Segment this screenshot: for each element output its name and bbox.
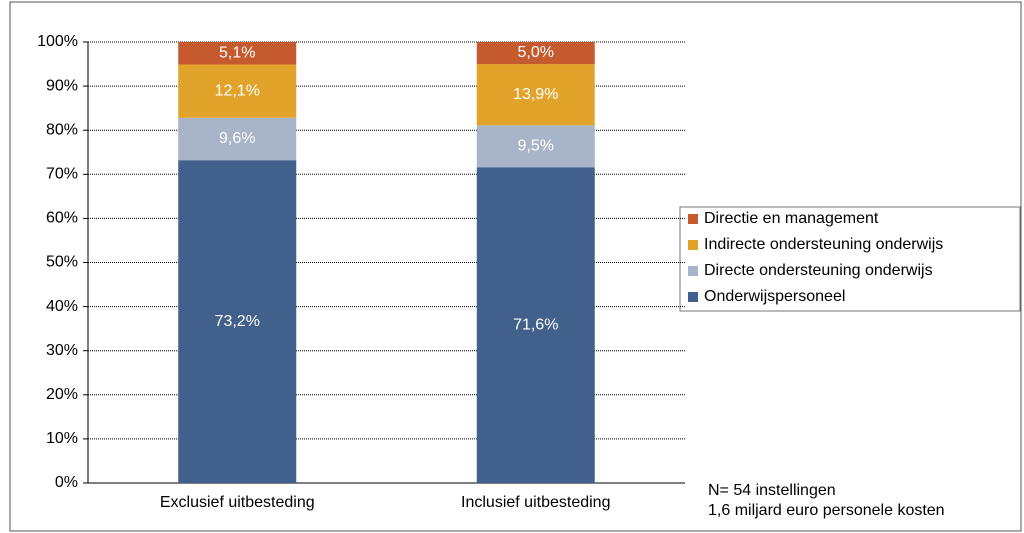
legend-label: Directie en management xyxy=(704,210,879,227)
y-tick-label: 10% xyxy=(46,430,78,447)
bar-segment xyxy=(476,125,595,168)
data-label: 5,0% xyxy=(518,44,554,61)
legend-box xyxy=(679,206,1021,312)
y-tick-label: 80% xyxy=(46,121,78,138)
x-tick-label: Exclusief uitbesteding xyxy=(160,494,315,511)
data-label: 71,6% xyxy=(513,316,558,333)
data-label: 5,1% xyxy=(219,44,255,61)
bar-segment xyxy=(476,167,595,483)
legend-swatch xyxy=(688,292,698,302)
y-tick-label: 40% xyxy=(46,298,78,315)
bar-segment xyxy=(178,117,297,161)
y-tick-label: 60% xyxy=(46,210,78,227)
chart-frame xyxy=(9,1,1022,532)
bar-segment xyxy=(476,64,595,126)
legend-swatch xyxy=(688,214,698,224)
y-tick-label: 20% xyxy=(46,386,78,403)
y-tick-label: 70% xyxy=(46,166,78,183)
legend-label: Indirecte ondersteuning onderwijs xyxy=(704,236,943,253)
legend-label: Onderwijspersoneel xyxy=(704,288,845,305)
legend-label: Directe ondersteuning onderwijs xyxy=(704,262,933,279)
y-tick-label: 0% xyxy=(55,474,78,491)
data-label: 12,1% xyxy=(215,82,260,99)
y-tick-label: 100% xyxy=(37,33,78,50)
legend-swatch xyxy=(688,240,698,250)
data-label: 9,5% xyxy=(518,138,554,155)
legend-swatch xyxy=(688,266,698,276)
y-tick-label: 30% xyxy=(46,342,78,359)
bar-segment xyxy=(476,42,595,65)
bar-segment xyxy=(178,64,297,118)
annotation: N= 54 instellingen xyxy=(708,482,836,499)
data-label: 9,6% xyxy=(219,130,255,147)
bar-segment xyxy=(178,160,297,484)
data-label: 73,2% xyxy=(215,313,260,330)
annotation: 1,6 miljard euro personele kosten xyxy=(708,502,945,519)
x-tick-label: Inclusief uitbesteding xyxy=(461,494,610,511)
y-tick-label: 90% xyxy=(46,77,78,94)
data-label: 13,9% xyxy=(513,86,558,103)
bar-segment xyxy=(178,42,297,65)
y-tick-label: 50% xyxy=(46,254,78,271)
